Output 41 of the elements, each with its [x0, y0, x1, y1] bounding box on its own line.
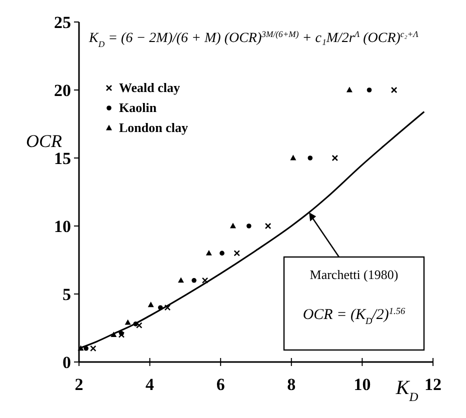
y-axis-title: OCR: [26, 131, 62, 152]
point: [390, 86, 398, 94]
point: [148, 302, 154, 308]
y-tick-label: 15: [54, 149, 71, 168]
legend-label: London clay: [119, 120, 188, 135]
annotation: Marchetti (1980): [310, 267, 398, 282]
point: [290, 154, 296, 160]
y-tick-label: 10: [54, 217, 71, 236]
point: [366, 88, 372, 92]
x-tick-label: 8: [287, 375, 296, 394]
point: [178, 277, 184, 283]
point: [308, 156, 313, 160]
point: [220, 250, 224, 256]
point: [246, 224, 252, 228]
point: [164, 304, 171, 311]
point: [192, 278, 196, 283]
y-tick-label: 25: [54, 13, 71, 32]
x-tick-label: 10: [354, 375, 371, 394]
x-tick-label: 6: [216, 375, 225, 394]
point: [124, 319, 131, 325]
legend-label: Kaolin: [119, 100, 158, 115]
x-tick-label: 4: [146, 375, 155, 394]
annotation: K$_{D}$ = (6 − 2M)/(6 + M) (OCR)$^{3M/(6+M)}$ + c₁M/2r$^{Λ}$ (OCR)$^{c₂+Λ}$: [88, 29, 420, 49]
x-axis-title: K$_{D}$: [394, 377, 418, 404]
y-tick-label: 5: [62, 285, 71, 304]
y-tick-label: 20: [54, 81, 71, 100]
point: [230, 222, 236, 228]
legend-label: Weald clay: [119, 80, 181, 95]
point: [90, 345, 96, 352]
point: [234, 250, 240, 256]
point: [202, 277, 208, 284]
annotation: OCR = (K$_{D}$/2)$^{1.56}$: [302, 307, 406, 327]
point: [136, 322, 142, 328]
x-tick-label: 2: [74, 375, 84, 394]
x-tick-label: 12: [424, 375, 442, 394]
point: [346, 86, 352, 92]
point: [264, 222, 272, 230]
point: [84, 346, 88, 351]
point: [206, 250, 212, 256]
y-tick-label: 0: [62, 353, 71, 372]
point: [332, 154, 338, 162]
